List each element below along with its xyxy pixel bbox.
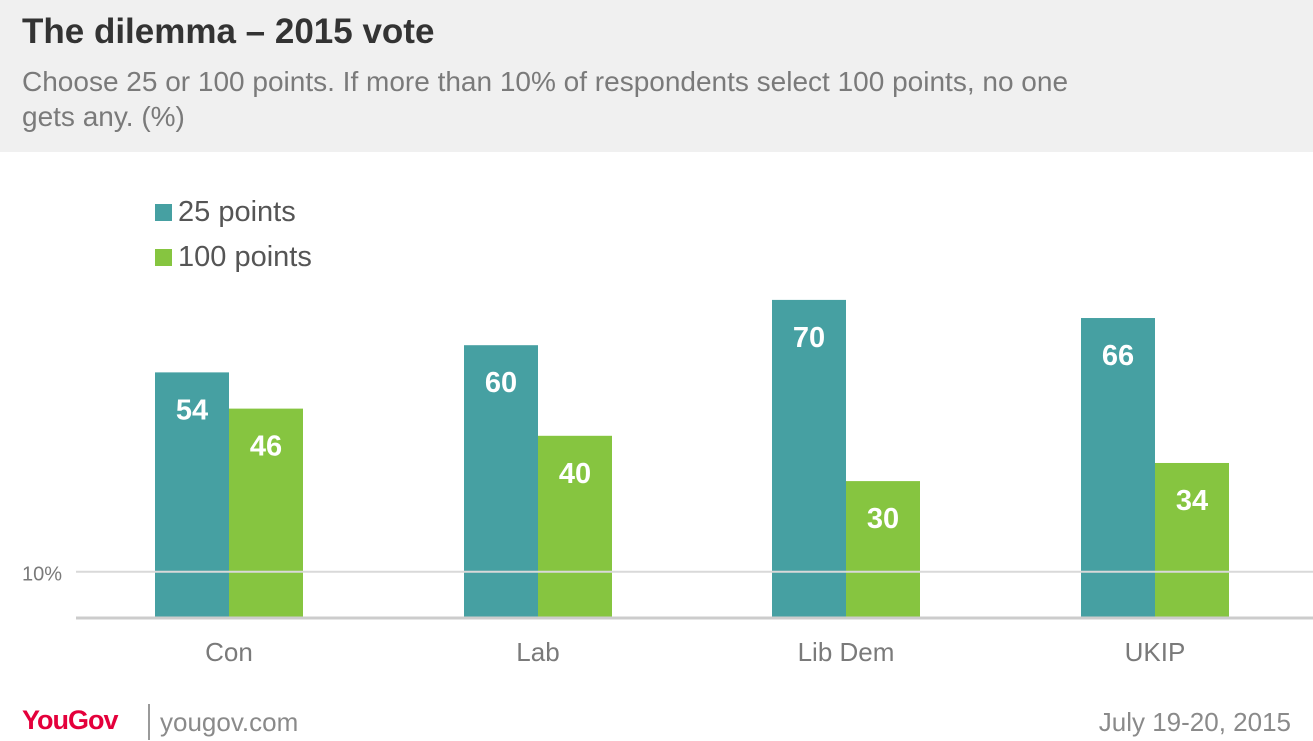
x-tick-label-con: Con — [205, 637, 253, 667]
bar-con-25-points — [155, 372, 229, 617]
data-label-ukip-100-points: 34 — [1176, 485, 1208, 517]
legend-label-25-points: 25 points — [178, 196, 296, 228]
header-band: The dilemma – 2015 vote Choose 25 or 100… — [0, 0, 1313, 152]
legend-swatch-25-points — [155, 204, 172, 221]
x-tick-label-lab: Lab — [516, 637, 559, 667]
legend-item-25-points: 25 points — [155, 190, 312, 235]
legend-label-100-points: 100 points — [178, 241, 312, 273]
bar-lab-100-points — [538, 435, 612, 617]
reference-line-label: 10% — [22, 564, 62, 586]
bar-lib-dem-25-points — [772, 299, 846, 617]
x-tick-label-lib-dem: Lib Dem — [798, 637, 895, 667]
bar-ukip-25-points — [1081, 318, 1155, 617]
yougov-logo: YouGov — [22, 705, 119, 735]
data-label-lab-25-points: 60 — [485, 367, 517, 399]
legend-item-100-points: 100 points — [155, 235, 312, 280]
bar-con-100-points — [229, 408, 303, 617]
bar-ukip-100-points — [1155, 462, 1229, 617]
data-label-lib-dem-25-points: 70 — [793, 322, 825, 354]
data-label-con-25-points: 54 — [176, 394, 208, 426]
chart-subtitle: Choose 25 or 100 points. If more than 10… — [22, 66, 1069, 132]
footer-site: yougov.com — [160, 707, 299, 737]
chart-title: The dilemma – 2015 vote — [22, 12, 435, 51]
footer-date: July 19-20, 2015 — [1098, 707, 1291, 737]
data-label-lib-dem-100-points: 30 — [867, 503, 899, 535]
legend: 25 points 100 points — [155, 190, 312, 280]
bar-lib-dem-100-points — [846, 481, 920, 617]
data-label-lab-100-points: 40 — [559, 458, 591, 490]
x-tick-label-ukip: UKIP — [1125, 637, 1186, 667]
data-label-ukip-25-points: 66 — [1102, 340, 1134, 372]
footer-divider — [148, 704, 150, 740]
data-label-con-100-points: 46 — [250, 431, 282, 463]
legend-swatch-100-points — [155, 249, 172, 266]
